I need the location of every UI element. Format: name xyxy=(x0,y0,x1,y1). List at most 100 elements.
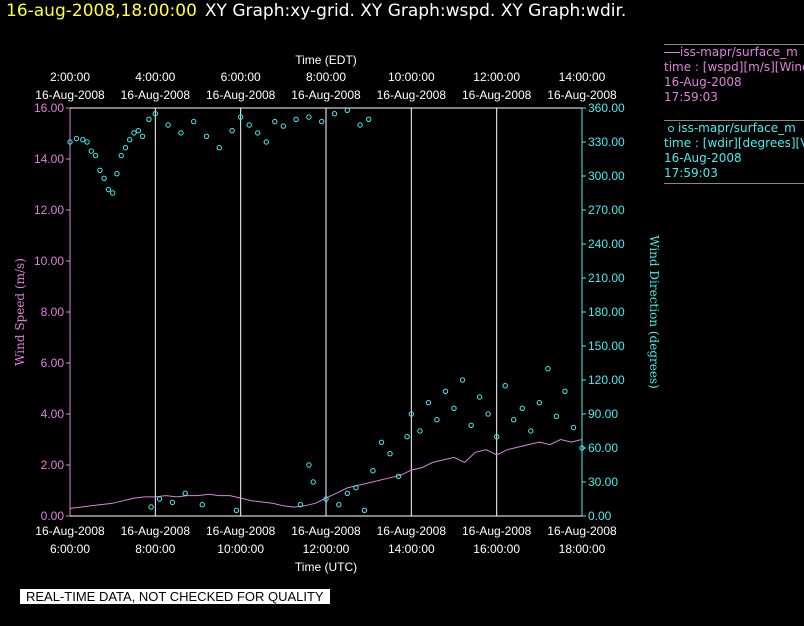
left-tick-label: 8.00 xyxy=(41,305,65,319)
wdir-point xyxy=(553,413,560,419)
wdir-point xyxy=(361,507,368,513)
bottom-tick-time: 12:00:00 xyxy=(303,542,350,556)
left-axis-label: Wind Speed (m/s) xyxy=(13,258,27,366)
wdir-point xyxy=(191,118,197,125)
wdir-point xyxy=(485,411,491,417)
right-tick-label: 90.00 xyxy=(588,407,618,421)
right-tick-label: 330.00 xyxy=(588,135,625,149)
right-tick-label: 360.00 xyxy=(588,101,625,115)
wdir-point xyxy=(331,111,338,117)
left-tick-label: 6.00 xyxy=(41,356,65,370)
wdir-point xyxy=(434,417,440,423)
left-tick-label: 2.00 xyxy=(41,458,65,472)
chart-header: 16-aug-2008,18:00:00 XY Graph:xy-grid. XY… xyxy=(6,0,626,22)
wdir-point xyxy=(148,504,154,510)
wdir-point xyxy=(511,417,517,423)
wdir-point xyxy=(203,133,210,140)
right-tick-label: 60.00 xyxy=(588,441,618,455)
bottom-tick-date: 16-Aug-2008 xyxy=(291,524,361,538)
wdir-point xyxy=(357,122,363,128)
top-tick-date: 16-Aug-2008 xyxy=(121,88,191,102)
wdir-point xyxy=(105,186,112,193)
top-axis-title: Time (EDT) xyxy=(295,53,357,67)
right-axis-label: Wind Direction (degrees) xyxy=(647,235,661,389)
legend-circle-icon xyxy=(668,125,674,132)
right-tick-label: 240.00 xyxy=(588,237,625,251)
bottom-tick-date: 16-Aug-2008 xyxy=(121,524,191,538)
right-tick-label: 300.00 xyxy=(588,169,625,183)
wdir-point xyxy=(378,439,385,445)
wdir-point xyxy=(263,139,269,145)
bottom-tick-date: 16-Aug-2008 xyxy=(206,524,276,538)
wdir-point xyxy=(353,485,359,491)
bottom-tick-date: 16-Aug-2008 xyxy=(547,524,617,538)
legend-wdir: iss-mapr/surface_m time : [wdir][degrees… xyxy=(664,120,804,184)
wdir-point xyxy=(494,434,500,440)
timestamp: 16-aug-2008,18:00:00 xyxy=(6,1,197,21)
top-tick-time: 12:00:00 xyxy=(473,70,520,84)
bottom-tick-time: 14:00:00 xyxy=(388,542,435,556)
wdir-point xyxy=(114,171,120,177)
bottom-tick-time: 6:00:00 xyxy=(50,542,90,556)
wdir-point xyxy=(110,190,116,196)
legend-line-icon xyxy=(664,52,680,53)
wdir-point xyxy=(118,152,124,159)
wdir-point xyxy=(442,388,449,394)
right-tick-label: 210.00 xyxy=(588,271,625,285)
wdir-point xyxy=(408,411,414,417)
wdir-point xyxy=(169,499,176,506)
left-tick-label: 14.00 xyxy=(34,152,64,166)
wdir-point xyxy=(344,107,350,114)
wdir-point xyxy=(131,130,137,136)
right-tick-label: 150.00 xyxy=(588,339,625,353)
wdir-point xyxy=(122,145,129,151)
top-tick-time: 10:00:00 xyxy=(388,70,435,84)
wdir-point xyxy=(229,128,235,134)
bottom-tick-date: 16-Aug-2008 xyxy=(462,524,532,538)
wdir-point xyxy=(139,133,146,140)
bottom-tick-time: 8:00:00 xyxy=(135,542,175,556)
wdir-point xyxy=(451,405,457,411)
wdir-point xyxy=(366,116,372,123)
bottom-tick-date: 16-Aug-2008 xyxy=(35,524,105,538)
wdir-point xyxy=(310,479,316,485)
wdir-point xyxy=(165,122,171,128)
wdir-point xyxy=(255,130,261,136)
wdir-point xyxy=(146,116,152,123)
graph-list: XY Graph:xy-grid. XY Graph:wspd. XY Grap… xyxy=(204,1,627,21)
wdir-point xyxy=(395,473,402,479)
wdir-point xyxy=(216,145,223,151)
wdir-point xyxy=(84,139,90,145)
wdir-point xyxy=(570,424,577,431)
wdir-point xyxy=(293,116,299,123)
bottom-tick-time: 18:00:00 xyxy=(559,542,606,556)
bottom-tick-time: 10:00:00 xyxy=(217,542,264,556)
wdir-point xyxy=(306,462,312,468)
right-tick-label: 120.00 xyxy=(588,373,625,387)
wdir-point xyxy=(425,400,432,406)
top-tick-time: 4:00:00 xyxy=(135,70,175,84)
top-tick-date: 16-Aug-2008 xyxy=(462,88,532,102)
left-tick-label: 10.00 xyxy=(34,254,64,268)
wdir-point xyxy=(280,123,286,129)
wdir-point xyxy=(323,496,329,502)
wdir-point xyxy=(528,428,534,434)
wdir-point xyxy=(182,490,188,496)
left-tick-label: 0.00 xyxy=(41,509,65,523)
wdir-point xyxy=(545,366,551,372)
left-tick-label: 4.00 xyxy=(41,407,65,421)
wdir-point xyxy=(344,490,350,496)
wdir-point xyxy=(178,130,184,136)
wdir-point xyxy=(476,394,483,400)
wdir-point xyxy=(88,148,95,154)
wdir-point xyxy=(502,383,508,389)
wspd-series-line xyxy=(69,438,583,509)
right-tick-label: 270.00 xyxy=(588,203,625,217)
wdir-point xyxy=(336,502,342,508)
legend-wspd: iss-mapr/surface_m time : [wspd][m/s][Wi… xyxy=(664,44,804,104)
wdir-point xyxy=(246,122,252,128)
wdir-point xyxy=(536,400,542,406)
bottom-axis-title: Time (UTC) xyxy=(295,560,357,574)
right-tick-label: 180.00 xyxy=(588,305,625,319)
